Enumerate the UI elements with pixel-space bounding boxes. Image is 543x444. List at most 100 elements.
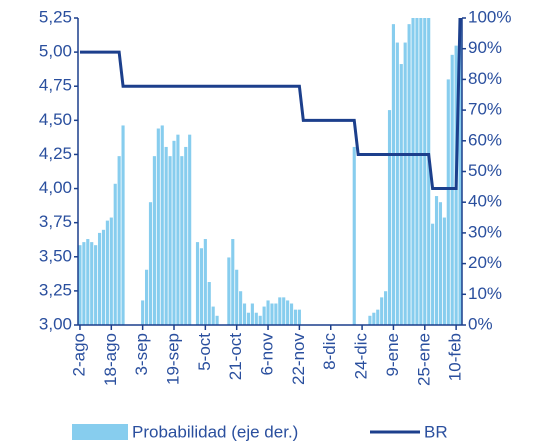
y-tick-label: 4,00 — [39, 178, 72, 197]
bar — [270, 303, 274, 325]
bar — [250, 303, 254, 325]
bar — [145, 269, 149, 325]
x-tick-label: 8-dic — [320, 333, 339, 370]
bar — [297, 309, 301, 325]
bar — [215, 315, 219, 325]
bar — [239, 291, 243, 325]
bar — [101, 229, 106, 325]
bar — [286, 300, 290, 325]
bar — [258, 315, 262, 325]
bar — [395, 42, 399, 326]
bar — [117, 156, 121, 325]
bar — [199, 248, 203, 325]
y-tick-label: 3,25 — [39, 280, 72, 299]
y2-tick-label: 90% — [468, 38, 502, 57]
y2-tick-label: 10% — [468, 284, 502, 303]
bar — [231, 239, 235, 325]
y2-tick-label: 50% — [468, 161, 502, 180]
legend-swatch — [72, 424, 128, 440]
y2-tick-label: 80% — [468, 69, 502, 88]
bar — [188, 134, 192, 325]
bar — [282, 297, 286, 325]
bar — [391, 24, 395, 325]
bar — [415, 18, 419, 325]
y2-tick-label: 20% — [468, 253, 502, 272]
bar — [274, 303, 278, 325]
y2-tick-label: 60% — [468, 130, 502, 149]
x-tick-label: 3-sep — [132, 333, 151, 376]
bar — [156, 128, 160, 325]
bar — [121, 125, 125, 325]
bar — [423, 18, 427, 325]
legend-label: Probabilidad (eje der.) — [132, 422, 298, 441]
y-tick-label: 5,00 — [39, 42, 72, 61]
x-tick-label: 21-oct — [226, 333, 245, 381]
line — [79, 17, 462, 191]
bar — [172, 140, 176, 325]
bar — [164, 146, 168, 325]
bar — [403, 42, 407, 326]
x-tick-label: 5-oct — [195, 333, 214, 371]
y-tick-label: 4,25 — [39, 144, 72, 163]
y2-tick-label: 40% — [468, 192, 502, 211]
bar — [97, 232, 102, 325]
bar — [434, 196, 439, 325]
y-tick-label: 3,00 — [39, 314, 72, 333]
x-tick-label: 6-nov — [258, 333, 277, 376]
bar — [180, 156, 184, 325]
bar — [227, 257, 231, 325]
bar — [176, 134, 180, 325]
bar — [254, 312, 258, 325]
bar — [207, 282, 211, 325]
bar — [105, 220, 109, 325]
bar — [419, 18, 423, 325]
bar — [262, 306, 266, 325]
bar — [376, 309, 380, 325]
bar — [407, 24, 411, 325]
x-tick-label: 10-feb — [446, 333, 465, 381]
y-tick-label: 3,75 — [39, 212, 72, 231]
y2-tick-label: 0% — [468, 314, 493, 333]
bar — [387, 110, 392, 325]
bar — [168, 156, 172, 325]
bar — [368, 315, 372, 325]
bar — [293, 309, 298, 325]
bar — [431, 223, 435, 325]
bar — [211, 306, 215, 325]
bar — [141, 300, 145, 325]
bar — [94, 245, 98, 325]
legend-label: BR — [424, 422, 448, 441]
bar — [352, 146, 356, 325]
bar — [427, 18, 431, 325]
bar — [109, 217, 113, 325]
bar — [384, 291, 388, 325]
bar — [86, 239, 90, 325]
bar — [113, 183, 117, 325]
bar — [203, 239, 207, 325]
bar — [242, 303, 247, 325]
bar — [399, 64, 403, 326]
x-tick-label: 24-dic — [352, 333, 371, 380]
bar — [246, 312, 251, 325]
bar — [458, 18, 462, 325]
x-tick-label: 9-ene — [383, 333, 402, 376]
y2-tick-label: 100% — [468, 7, 511, 26]
bar — [411, 18, 415, 325]
x-tick-label: 25-ene — [414, 333, 433, 386]
y-tick-label: 3,50 — [39, 246, 72, 265]
y2-tick-label: 30% — [468, 222, 502, 241]
x-tick-label: 2-ago — [69, 333, 88, 376]
bar — [82, 242, 86, 325]
y-tick-label: 4,50 — [39, 110, 72, 129]
x-tick-label: 22-nov — [289, 333, 308, 385]
bar — [160, 125, 164, 325]
x-tick-label: 18-ago — [101, 333, 120, 386]
bar — [90, 242, 94, 325]
bar — [438, 202, 443, 325]
y2-tick-label: 70% — [468, 100, 502, 119]
bar — [235, 269, 239, 325]
bar — [278, 297, 282, 325]
x-tick-label: 19-sep — [163, 333, 182, 385]
bar — [148, 202, 153, 325]
